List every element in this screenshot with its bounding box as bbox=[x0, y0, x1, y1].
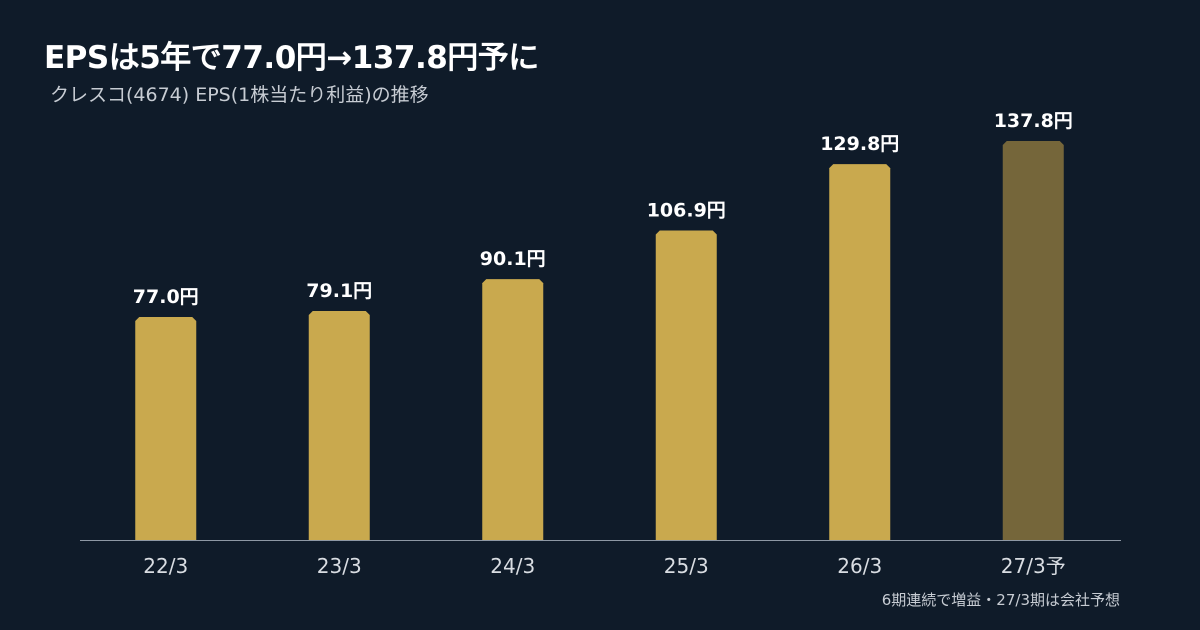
bar-value-label: 137.8円 bbox=[994, 110, 1073, 132]
bar-value-label: 90.1円 bbox=[480, 248, 546, 270]
x-tick-label: 22/3 bbox=[143, 554, 188, 578]
bar-forecast bbox=[1002, 141, 1064, 540]
x-tick-label: 27/3予 bbox=[1001, 554, 1066, 578]
bar-value-label: 106.9円 bbox=[647, 199, 726, 221]
bar bbox=[135, 317, 197, 540]
x-tick-label: 26/3 bbox=[837, 554, 882, 578]
bar bbox=[308, 310, 370, 540]
chart-title: EPSは5年で77.0円→137.8円予に bbox=[44, 40, 539, 76]
bar-value-label: 79.1円 bbox=[306, 280, 372, 302]
x-tick-label: 25/3 bbox=[664, 554, 709, 578]
footnote: 6期連続で増益・27/3期は会社予想 bbox=[881, 591, 1120, 609]
bar bbox=[482, 279, 544, 540]
x-tick-labels-group: 22/3 23/3 24/3 25/3 26/3 27/3予 bbox=[143, 554, 1065, 578]
x-tick-label: 24/3 bbox=[490, 554, 535, 578]
bar-value-label: 129.8円 bbox=[820, 133, 899, 155]
x-tick-label: 23/3 bbox=[317, 554, 362, 578]
bar bbox=[829, 164, 891, 540]
bar-value-label: 77.0円 bbox=[133, 286, 199, 308]
bars-group bbox=[135, 141, 1064, 540]
value-labels-group: 77.0円 79.1円 90.1円 106.9円 129.8円 137.8円 bbox=[133, 110, 1073, 308]
chart-subtitle: クレスコ(4674) EPS(1株当たり利益)の推移 bbox=[50, 84, 429, 106]
bar bbox=[655, 230, 717, 540]
